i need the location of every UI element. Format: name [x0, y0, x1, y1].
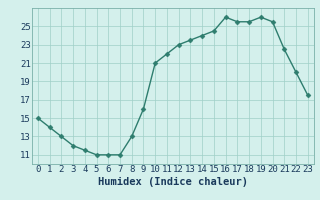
X-axis label: Humidex (Indice chaleur): Humidex (Indice chaleur)	[98, 177, 248, 187]
